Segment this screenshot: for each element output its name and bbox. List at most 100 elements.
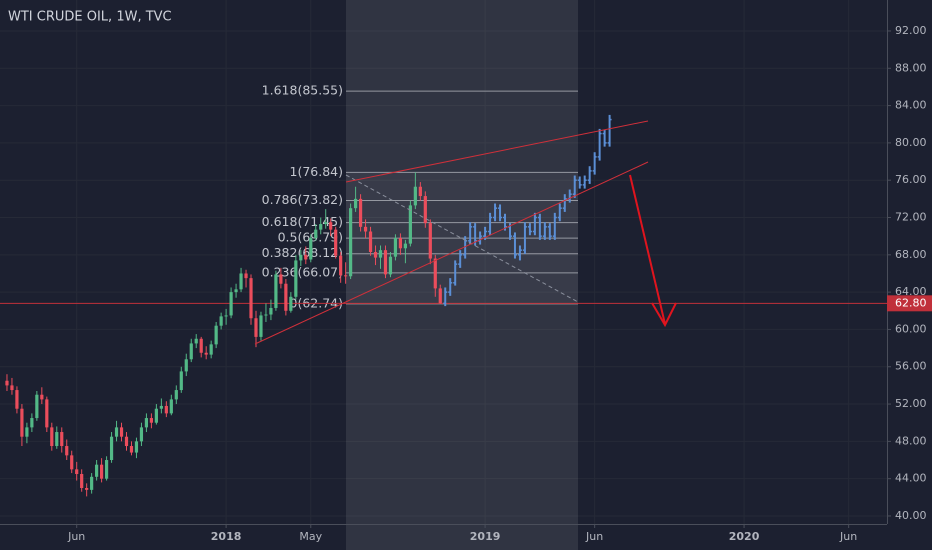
chart-title: WTI CRUDE OIL, 1W, TVC: [8, 10, 172, 25]
candle-body: [189, 343, 193, 360]
y-tick-label: 80.00: [895, 136, 927, 149]
candle-body: [398, 238, 403, 249]
last-price-label: 62.80: [895, 296, 927, 309]
candle-body: [114, 427, 119, 437]
candle-body: [124, 436, 129, 447]
candle-body: [204, 352, 208, 355]
candle-body: [368, 231, 373, 253]
y-tick-label: 48.00: [895, 434, 927, 447]
channel-upper: [345, 120, 649, 183]
date-range-highlight: [346, 0, 578, 550]
candle-body: [20, 408, 24, 437]
y-tick-label: 44.00: [895, 472, 927, 485]
x-tick-label: 2019: [470, 530, 501, 543]
candle-body: [339, 255, 343, 276]
candle-body: [329, 222, 333, 230]
candle-body: [95, 464, 99, 477]
candle-body: [209, 344, 213, 355]
candle-body: [363, 226, 368, 232]
x-tick-label: May: [299, 530, 322, 543]
candle-body: [334, 229, 338, 256]
candle-body: [194, 338, 198, 344]
candle-body: [80, 474, 84, 488]
candle-body: [289, 296, 293, 311]
x-tick-label: Jun: [839, 530, 857, 543]
candle-body: [299, 254, 303, 261]
candle-body: [274, 274, 278, 308]
candle-body: [70, 455, 74, 470]
y-tick-label: 88.00: [895, 61, 927, 74]
candle-body: [239, 273, 243, 290]
x-tick-label: Jun: [585, 530, 603, 543]
fib-trend-line: [345, 174, 579, 303]
candle-body: [383, 250, 388, 275]
candle-body: [60, 432, 64, 447]
candle-body: [134, 441, 139, 453]
candle-body: [109, 436, 114, 461]
candle-body: [279, 274, 283, 284]
candle-body: [314, 229, 318, 239]
candle-body: [139, 427, 144, 442]
candle-body: [154, 408, 158, 423]
candle-body: [284, 283, 288, 311]
candle-body: [378, 250, 383, 258]
candle-body: [438, 288, 442, 304]
candle-body: [309, 238, 313, 260]
candle-body: [319, 224, 323, 230]
candle-body: [50, 427, 54, 447]
candle-body: [344, 275, 348, 277]
fib-label: 0.786(73.82): [262, 192, 343, 207]
y-tick-label: 84.00: [895, 99, 927, 112]
candle-body: [219, 316, 223, 326]
candle-body: [164, 405, 168, 414]
marks: [0, 114, 887, 497]
candle-body: [353, 198, 358, 209]
candle-body: [433, 258, 437, 289]
candle-body: [373, 252, 378, 258]
x-tick-label: 2020: [729, 530, 760, 543]
y-tick-label: 52.00: [895, 397, 927, 410]
candle-body: [294, 260, 298, 297]
fib-label: 1.618(85.55): [262, 83, 343, 98]
candle-body: [224, 315, 228, 317]
candle-body: [104, 460, 109, 479]
candle-body: [149, 418, 154, 423]
candle-body: [349, 208, 353, 277]
candle-body: [35, 394, 39, 419]
candle-body: [179, 371, 183, 391]
candle-body: [403, 243, 408, 249]
y-tick-label: 56.00: [895, 360, 927, 373]
candle-body: [184, 359, 188, 372]
y-tick-label: 68.00: [895, 248, 927, 261]
candle-body: [119, 427, 124, 437]
fib-label: 0.618(71.45): [262, 214, 343, 229]
candle-body: [99, 464, 104, 479]
candle-body: [199, 338, 203, 353]
candle-body: [15, 390, 19, 409]
candle-body: [10, 385, 14, 391]
candle-body: [159, 405, 163, 409]
candle-body: [45, 399, 49, 428]
x-tick-label: Jun: [67, 530, 85, 543]
channel-lower: [254, 161, 649, 345]
candle-body: [304, 254, 308, 260]
candle-body: [254, 318, 258, 337]
fib-label: 0.236(66.07): [262, 264, 343, 279]
arrow: [629, 174, 666, 325]
candle-body: [249, 278, 253, 319]
candle-body: [25, 427, 29, 437]
x-tick-label: 2018: [211, 530, 242, 543]
candle-body: [324, 222, 328, 225]
y-tick-label: 64.00: [895, 285, 927, 298]
candle-body: [428, 223, 432, 259]
candle-body: [408, 205, 412, 244]
candle-body: [214, 325, 218, 345]
candle-body: [234, 289, 238, 293]
candle-body: [264, 314, 268, 316]
fib-label: 0.382(68.12): [262, 245, 343, 260]
candle-body: [393, 238, 398, 257]
candle-body: [169, 399, 173, 414]
